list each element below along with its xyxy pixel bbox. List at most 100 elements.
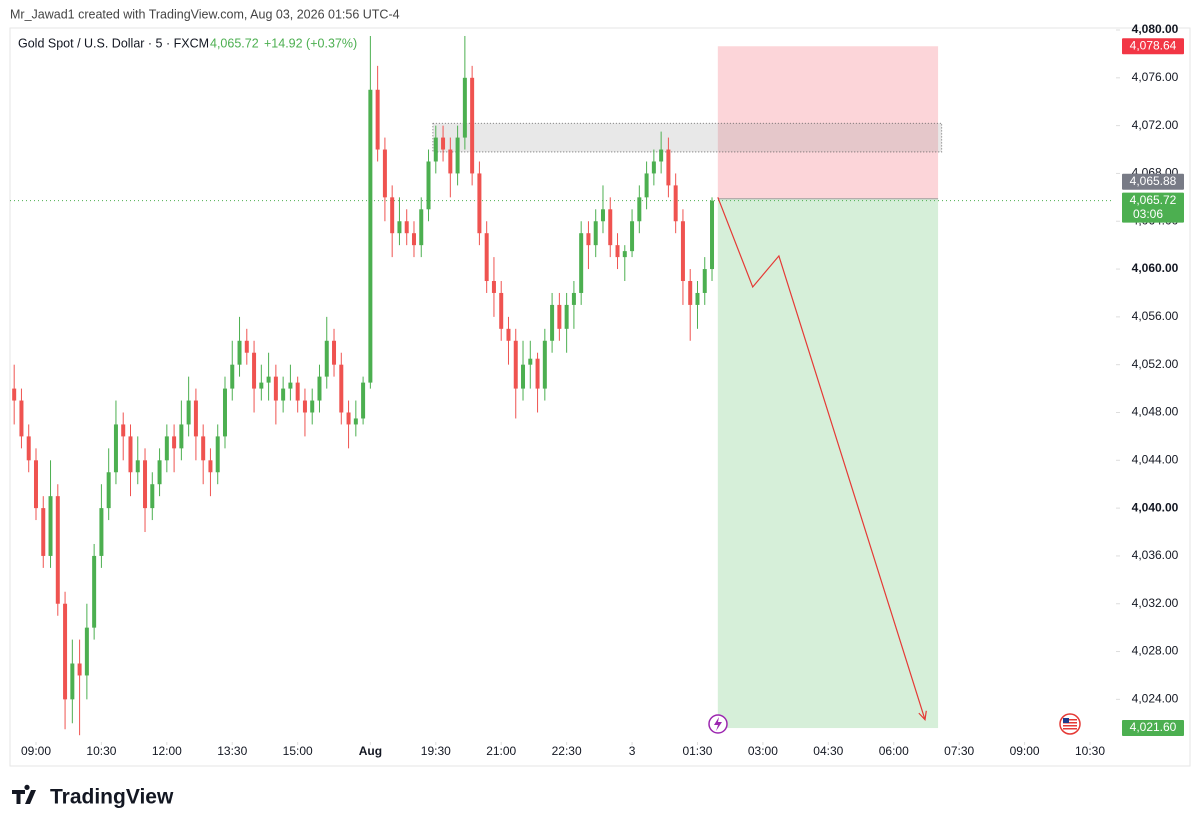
candle-body: [710, 200, 715, 270]
candle-body: [157, 460, 162, 485]
target-zone: [717, 198, 939, 729]
candle-body: [644, 173, 649, 198]
x-tick-label: 13:30: [217, 744, 247, 758]
candle-body: [317, 376, 322, 401]
candle-body: [630, 221, 635, 252]
candle-body: [564, 304, 569, 329]
candle-body: [48, 496, 53, 556]
candle-body: [84, 627, 89, 676]
candle-body: [404, 221, 409, 234]
candle-body: [33, 460, 38, 509]
x-tick-label: 21:00: [486, 744, 516, 758]
target-tag-bg: [1122, 720, 1184, 737]
candle-body: [695, 292, 700, 305]
y-tick-label: 4,040.00: [1132, 500, 1179, 514]
candle-body: [346, 412, 351, 425]
candle-body: [70, 663, 75, 700]
candle-body: [150, 484, 155, 509]
candle-body: [411, 233, 416, 246]
candle-body: [230, 364, 235, 389]
candle-body: [63, 603, 68, 700]
candle-body: [397, 221, 402, 234]
candle-body: [339, 364, 344, 413]
x-tick-label: 19:30: [421, 744, 451, 758]
arrow-head: [918, 710, 927, 721]
candle-body: [484, 233, 489, 282]
stop-tag: 4,078.64: [1130, 38, 1177, 52]
candle-body: [491, 281, 496, 293]
candle-body: [557, 304, 562, 329]
stop-tag-bg: [1122, 38, 1184, 55]
candle-body: [113, 424, 118, 473]
candle-body: [259, 382, 264, 389]
candle-body: [368, 89, 373, 383]
flag-icon-circle: [1059, 713, 1081, 735]
candle-body: [528, 358, 533, 365]
candle-body: [106, 472, 111, 509]
flag-stripe: [1063, 719, 1077, 721]
target-tag: 4,021.60: [1130, 720, 1177, 734]
x-tick-label: 04:30: [813, 744, 843, 758]
candle-body: [186, 400, 191, 425]
last-price-tag-bg: [1122, 192, 1184, 223]
candle-body: [41, 508, 46, 556]
x-tick-label: 10:30: [1075, 744, 1105, 758]
flag-canton: [1063, 718, 1069, 723]
y-tick-label: 4,080.00: [1132, 22, 1179, 36]
candle-body: [448, 149, 453, 174]
candle-body: [382, 149, 387, 198]
candle-body: [55, 496, 60, 604]
candle-body: [441, 137, 446, 150]
flag-icon: [1059, 713, 1081, 735]
candle-body: [521, 364, 526, 389]
candle-body: [419, 209, 424, 246]
candle-body: [659, 149, 664, 162]
x-tick-label: 03:00: [748, 744, 778, 758]
candle-body: [281, 388, 286, 401]
candle-body: [608, 209, 613, 246]
legend-change: +14.92 (+0.37%): [264, 36, 357, 50]
flag-stripe: [1063, 722, 1077, 724]
x-tick-label: 09:00: [21, 744, 51, 758]
candle-body: [361, 382, 366, 419]
candle-body: [201, 436, 206, 461]
candle-body: [586, 233, 591, 246]
candle-body: [77, 663, 82, 676]
y-tick-label: 4,048.00: [1132, 405, 1179, 419]
candle-body: [477, 173, 482, 234]
candle-body: [143, 460, 148, 509]
candle-body: [252, 352, 257, 389]
y-tick-label: 4,024.00: [1132, 692, 1179, 706]
candle-body: [499, 292, 504, 329]
candle-body: [390, 197, 395, 234]
y-tick-label: 4,032.00: [1132, 596, 1179, 610]
x-tick-label: 15:00: [283, 744, 313, 758]
candle-body: [121, 424, 126, 437]
y-tick-label: 4,036.00: [1132, 548, 1179, 562]
candle-body: [208, 460, 213, 473]
x-tick-label: Aug: [359, 744, 382, 758]
event-icon: [708, 714, 728, 734]
resistance-zone: [432, 122, 943, 153]
y-tick-label: 4,076.00: [1132, 70, 1179, 84]
flag-stripe: [1063, 725, 1077, 727]
candle-body: [266, 376, 271, 383]
candle-body: [288, 382, 293, 389]
candle-body: [237, 340, 242, 365]
candle-body: [128, 436, 133, 473]
candle-body: [375, 89, 380, 150]
candle-body: [651, 161, 656, 174]
y-tick-label: 4,060.00: [1132, 261, 1179, 275]
candle-body: [12, 388, 17, 401]
candle-body: [579, 233, 584, 293]
projection-arrow: [717, 197, 926, 720]
stop-zone: [717, 46, 939, 199]
x-tick-label: 3: [629, 744, 636, 758]
entry-tag-bg: [1122, 173, 1184, 190]
candle-body: [310, 400, 315, 413]
candle-body: [702, 269, 707, 293]
candle-body: [302, 400, 307, 413]
candle-body: [622, 251, 627, 258]
candle-body: [324, 340, 329, 377]
